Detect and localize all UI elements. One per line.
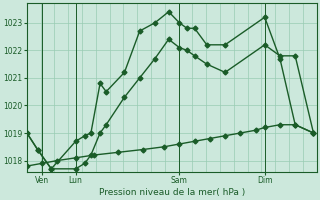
X-axis label: Pression niveau de la mer( hPa ): Pression niveau de la mer( hPa ) <box>99 188 245 197</box>
